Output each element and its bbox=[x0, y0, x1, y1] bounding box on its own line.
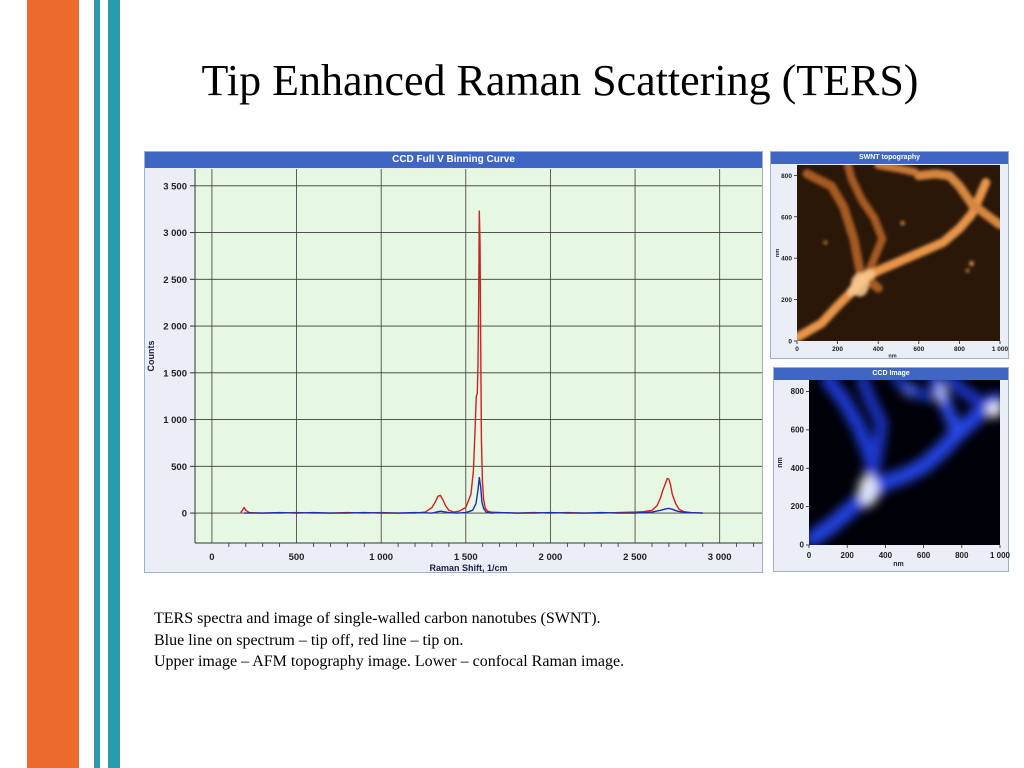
x-tick-label: 800 bbox=[955, 551, 969, 560]
caption-line: TERS spectra and image of single-walled … bbox=[154, 610, 601, 627]
bright-spot bbox=[934, 383, 947, 404]
x-axis-title: Raman Shift, 1/cm bbox=[429, 563, 507, 573]
teal-accent-stripe bbox=[108, 0, 120, 768]
x-tick-label: 0 bbox=[209, 552, 214, 563]
y-axis-title: Counts bbox=[146, 341, 156, 372]
swnt-topography-image: 0 200 400 600 800 1 000 0 200 400 600 800 nm nm bbox=[775, 165, 1009, 360]
y-axis-title: nm bbox=[777, 457, 784, 468]
nanotube-strand bbox=[802, 169, 883, 293]
x-tick-label: 1 000 bbox=[990, 551, 1010, 560]
figure-caption: TERS spectra and image of single-walled … bbox=[154, 608, 914, 673]
ccd-image-panel: CCD Image 0 200 400 600 800 1 000 0 200 400 600 80… bbox=[773, 367, 1010, 572]
nanotube-strand bbox=[809, 391, 1000, 545]
y-tick-label: 1 000 bbox=[163, 415, 187, 426]
y-tick-label: 600 bbox=[781, 214, 792, 221]
x-tick-label: 1 000 bbox=[992, 346, 1009, 353]
nanotube-strand bbox=[944, 380, 1000, 416]
teal-accent-stripe-thin bbox=[94, 0, 100, 768]
y-tick-label: 0 bbox=[182, 509, 187, 520]
y-tick-label: 1 500 bbox=[163, 368, 187, 379]
x-tick-label: 2 500 bbox=[623, 552, 647, 563]
x-tick-label: 1 500 bbox=[454, 552, 478, 563]
nanotube-strand bbox=[797, 178, 991, 341]
spectrum-chart-panel: CCD Full V Binning Curve 0 500 1 000 1 500 2… bbox=[144, 151, 763, 573]
bright-spot bbox=[850, 272, 869, 297]
x-tick-label: 200 bbox=[832, 346, 843, 353]
y-tick-label: 0 bbox=[788, 339, 792, 346]
y-tick-label: 400 bbox=[791, 464, 805, 473]
nanotube-strand bbox=[856, 380, 888, 479]
y-tick-label: 200 bbox=[781, 297, 792, 304]
x-tick-label: 400 bbox=[879, 551, 893, 560]
ccd-image-title: CCD Image bbox=[774, 368, 1008, 380]
x-tick-label: 400 bbox=[873, 346, 884, 353]
nanotube-strand bbox=[914, 169, 1000, 230]
chart-title: CCD Full V Binning Curve bbox=[145, 152, 762, 168]
series-line-tip-off bbox=[244, 476, 703, 514]
orange-accent-stripe bbox=[27, 0, 79, 768]
y-tick-label: 0 bbox=[800, 541, 805, 550]
y-tick-label: 800 bbox=[781, 173, 792, 180]
y-tick-label: 3 000 bbox=[163, 228, 187, 239]
y-tick-label: 3 500 bbox=[163, 181, 187, 192]
x-tick-label: 0 bbox=[795, 346, 799, 353]
caption-line: Blue line on spectrum – tip off, red lin… bbox=[154, 631, 464, 649]
bright-spot bbox=[986, 401, 1000, 418]
y-tick-label: 400 bbox=[781, 256, 792, 263]
x-axis-title: nm bbox=[888, 354, 896, 360]
x-tick-label: 2 000 bbox=[539, 552, 563, 563]
image-structures bbox=[797, 165, 1000, 341]
spectrum-chart: 0 500 1 000 1 500 2 000 2 500 3 000 3 500 0 500 1 … bbox=[146, 169, 762, 573]
y-tick-label: 200 bbox=[791, 502, 805, 511]
particle-spot bbox=[823, 240, 828, 245]
y-tick-label: 600 bbox=[791, 425, 805, 434]
swnt-topography-title: SWNT topography bbox=[771, 152, 1008, 164]
y-axis-title: nm bbox=[775, 249, 781, 257]
x-axis-title: nm bbox=[893, 561, 904, 568]
x-tick-label: 3 000 bbox=[708, 552, 732, 563]
x-tick-label: 500 bbox=[289, 552, 305, 563]
bright-spot bbox=[858, 474, 879, 507]
y-tick-label: 2 000 bbox=[163, 322, 187, 333]
swnt-topography-panel: SWNT topography 0 200 400 600 800 1 000 0 200 40… bbox=[770, 151, 1009, 360]
x-tick-label: 800 bbox=[954, 346, 965, 353]
image-structures bbox=[809, 380, 1000, 545]
y-tick-label: 800 bbox=[791, 387, 805, 396]
particle-spot bbox=[965, 268, 970, 273]
caption-line: Upper image – AFM topography image. Lowe… bbox=[154, 653, 625, 670]
particle-spot bbox=[900, 220, 905, 226]
x-tick-label: 200 bbox=[841, 551, 855, 560]
y-tick-label: 500 bbox=[171, 462, 187, 473]
slide-title: Tip Enhanced Raman Scattering (TERS) bbox=[201, 56, 919, 105]
nanotube-strand bbox=[874, 165, 919, 176]
nanotube-strand bbox=[843, 165, 887, 282]
x-tick-label: 0 bbox=[807, 551, 812, 560]
ccd-raman-image: 0 200 400 600 800 1 000 0 200 400 600 800 nm nm bbox=[777, 380, 1010, 568]
particle-spot bbox=[969, 261, 974, 266]
x-tick-label: 1 000 bbox=[369, 552, 393, 563]
bright-spot bbox=[903, 385, 914, 398]
x-tick-label: 600 bbox=[917, 551, 931, 560]
y-tick-label: 2 500 bbox=[163, 275, 187, 286]
x-tick-label: 600 bbox=[913, 346, 924, 353]
